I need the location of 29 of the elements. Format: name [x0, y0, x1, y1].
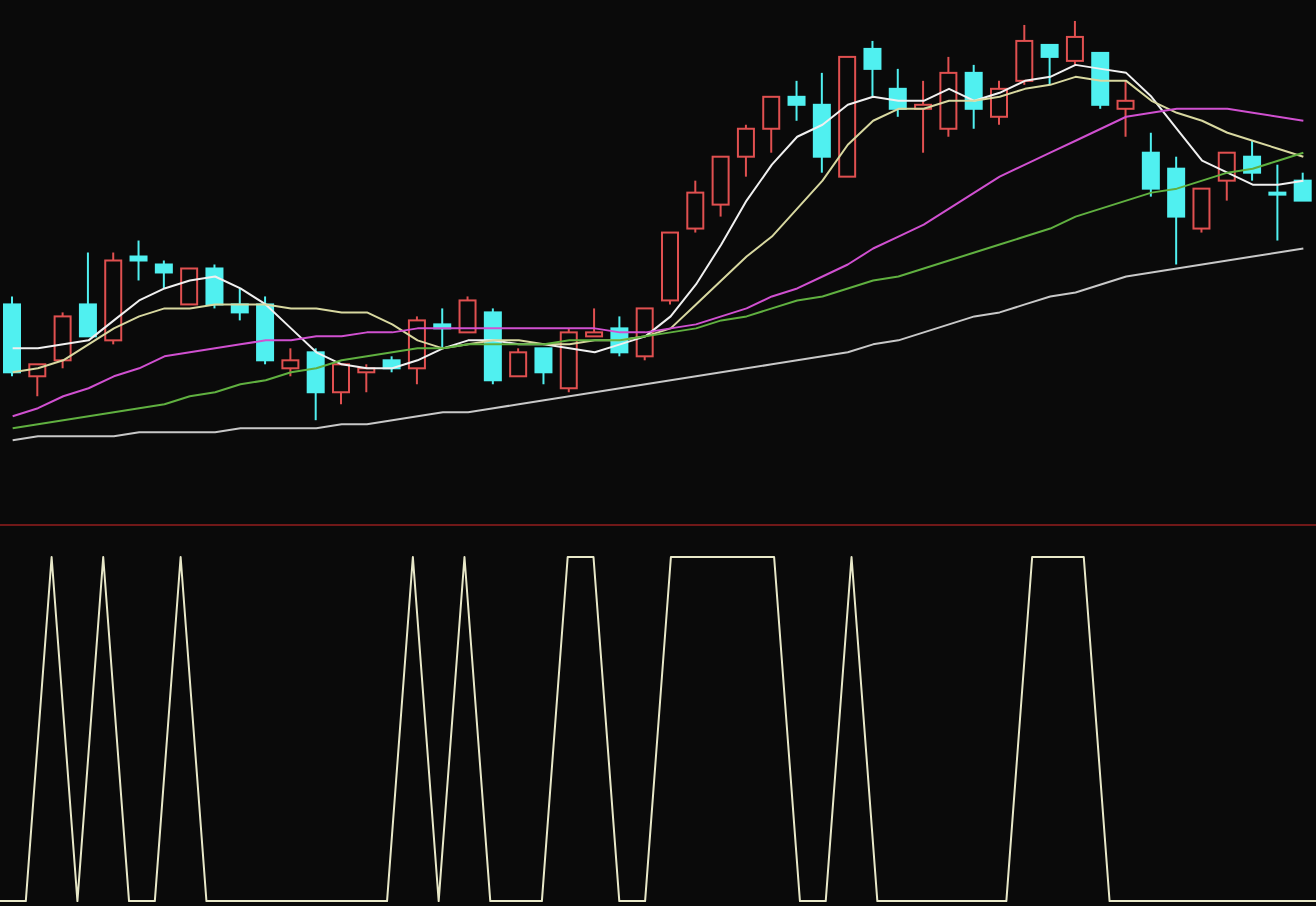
- candlestick: [205, 263, 224, 310]
- candlestick: [180, 267, 199, 306]
- candlestick: [1167, 155, 1186, 266]
- candlestick: [762, 95, 781, 154]
- candlestick: [1268, 163, 1287, 242]
- candlestick: [863, 39, 882, 98]
- candlestick: [154, 259, 173, 290]
- candlestick: [964, 63, 983, 130]
- candlestick: [711, 155, 730, 218]
- candlestick: [585, 307, 604, 338]
- candlestick: [332, 363, 350, 406]
- candlestick: [1293, 171, 1312, 202]
- candlestick: [686, 179, 705, 234]
- candlestick: [1141, 131, 1160, 198]
- candlestick: [281, 347, 300, 378]
- candlestick: [787, 79, 806, 122]
- candlestick: [78, 251, 97, 338]
- candlestick: [1192, 187, 1211, 234]
- candlestick: [1015, 23, 1034, 86]
- candlestick: [1040, 43, 1059, 86]
- candlestick: [129, 239, 148, 282]
- candlestick: [534, 347, 553, 386]
- candlestick: [1116, 79, 1135, 138]
- candlestick: [306, 347, 325, 422]
- candlestick: [1065, 19, 1084, 66]
- candlestick: [509, 347, 528, 378]
- candlestick: [53, 311, 72, 370]
- candlestick: [458, 295, 477, 334]
- candlestick: [736, 123, 755, 178]
